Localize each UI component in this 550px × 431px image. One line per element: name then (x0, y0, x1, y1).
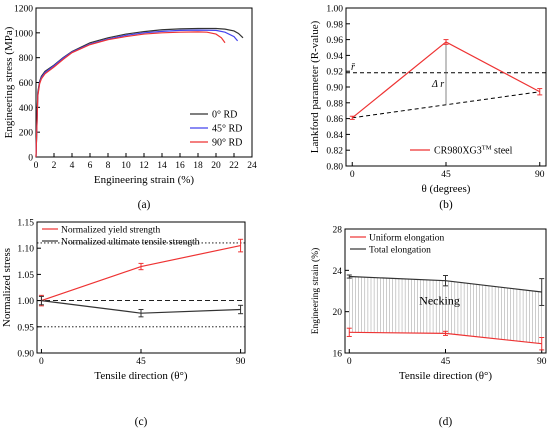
chart-b-y-tick-label: 1.00 (326, 5, 343, 15)
chart-b-x-tick-label: 90 (535, 170, 545, 180)
chart-a-x-axis-label: Engineering strain (%) (94, 174, 195, 186)
chart-a-series-line (35, 27, 244, 158)
chart-d-legend-label: Total elongation (369, 246, 431, 256)
chart-d: 0 45 90 16 20 24 28 Tensile direction (θ°) Engin… (310, 226, 547, 429)
chart-a-y-tick-label: 600 (19, 79, 34, 89)
chart-d-x-tick-label: 45 (441, 357, 451, 367)
chart-a-x-tick-label: 10 (121, 161, 131, 171)
chart-a-y-tick-label: 400 (19, 104, 34, 114)
chart-b-y-tick-label: 0.92 (326, 68, 343, 78)
chart-a-legend-label: 90° RD (212, 138, 242, 149)
chart-a-series-line (35, 31, 226, 158)
chart-a-y-axis-label: Engineering stress (MPa) (3, 26, 15, 138)
chart-a-x-tick-label: 0 (34, 161, 39, 171)
chart-a-x-tick-label: 22 (229, 161, 239, 171)
chart-a-x-tick-label: 18 (193, 161, 203, 171)
chart-c-legend-label: Normalized ultimate tensile strength (61, 238, 200, 248)
chart-c-legend-label: Normalized yield strength (61, 226, 160, 236)
chart-c-x-tick-label: 0 (39, 357, 44, 367)
chart-b-y-tick-label: 0.84 (326, 131, 343, 141)
chart-c-y-tick-label: 1.10 (17, 245, 34, 255)
chart-c-y-tick-label: 0.90 (17, 350, 34, 360)
chart-a-y-tick-label: 1000 (14, 29, 33, 39)
chart-a-frame (35, 7, 253, 158)
chart-c-y-tick-label: 0.95 (17, 323, 34, 333)
chart-a-legend-label: 45° RD (212, 124, 242, 135)
chart-b-x-tick-label: 45 (441, 170, 451, 180)
chart-b-y-tick-label: 0.94 (326, 52, 343, 62)
chart-a-y-tick-label: 800 (19, 54, 34, 64)
chart-d-x-tick-label: 90 (537, 357, 547, 367)
chart-d-x-axis-label: Tensile direction (θ°) (399, 370, 493, 382)
chart-d-y-tick-label: 28 (333, 226, 343, 236)
chart-b-y-tick-label: 0.88 (326, 99, 343, 109)
chart-d-region-label: Necking (419, 293, 460, 307)
chart-a-x-tick-label: 24 (247, 161, 257, 171)
chart-a-x-tick-label: 2 (52, 161, 57, 171)
chart-c-panel-label: (c) (135, 416, 148, 428)
chart-b-x-tick-label: 0 (350, 170, 355, 180)
chart-d-y-tick-label: 16 (333, 350, 343, 360)
chart-c-x-axis-label: Tensile direction (θ°) (94, 370, 188, 382)
chart-d-legend-label: Uniform elongation (369, 233, 444, 244)
chart-b: 0 45 90 0.80 0.82 0.84 0.86 0.88 0.90 0.92 0.94 0.9… (309, 5, 547, 211)
chart-b-rbar-label: r̄ (351, 62, 356, 73)
chart-b-legend-name: CR980XG3 (434, 146, 482, 157)
chart-c-y-tick-label: 1.15 (17, 219, 34, 229)
chart-b-panel-label: (b) (439, 199, 453, 211)
chart-c-y-axis-label: Normalized stress (1, 248, 13, 327)
chart-d-x-tick-label: 0 (347, 357, 352, 367)
chart-c-x-tick-label: 45 (136, 357, 146, 367)
chart-a-x-tick-label: 14 (157, 161, 167, 171)
chart-b-y-tick-label: 0.82 (326, 147, 343, 157)
chart-b-legend-suffix: steel (492, 146, 513, 157)
chart-d-panel-label: (d) (439, 416, 453, 428)
chart-b-y-tick-label: 0.96 (326, 36, 343, 46)
chart-c: 0 45 90 0.90 0.95 1.00 1.05 1.10 1.15 Tensile dir… (1, 219, 246, 429)
chart-b-legend-label: CR980XG3TM steel (434, 145, 513, 157)
chart-c-y-tick-label: 1.00 (17, 297, 34, 307)
chart-a-x-tick-label: 16 (175, 161, 185, 171)
chart-b-x-axis-label: θ (degrees) (422, 183, 471, 195)
chart-a-panel-label: (a) (138, 199, 151, 211)
chart-a-x-tick-label: 8 (106, 161, 111, 171)
chart-d-y-axis-label: Engineering strain (%) (310, 248, 321, 335)
chart-a-y-tick-label: 200 (19, 129, 34, 139)
chart-a-y-tick-label: 0 (28, 154, 33, 164)
chart-a: 0 2 4 6 8 10 12 14 16 18 20 22 240200400600800100012… (3, 5, 257, 212)
chart-a-x-tick-label: 4 (70, 161, 75, 171)
chart-a-y-tick-label: 1200 (14, 5, 33, 15)
chart-b-legend-sup: TM (482, 145, 492, 152)
chart-d-y-tick-label: 24 (333, 267, 343, 277)
chart-b-y-tick-label: 0.80 (326, 163, 343, 173)
chart-a-legend-label: 0° RD (212, 110, 237, 121)
chart-b-delta-label: Δ r (431, 79, 444, 90)
chart-c-y-tick-label: 1.05 (17, 271, 34, 281)
chart-b-y-tick-label: 0.98 (326, 20, 343, 30)
chart-c-x-tick-label: 90 (236, 357, 246, 367)
chart-b-y-tick-label: 0.90 (326, 84, 343, 94)
chart-a-x-tick-label: 20 (211, 161, 221, 171)
chart-b-y-axis-label: Lankford parameter (R-value) (309, 20, 321, 153)
chart-a-x-tick-label: 6 (88, 161, 93, 171)
chart-a-x-tick-label: 12 (139, 161, 149, 171)
chart-a-series-line (35, 29, 239, 158)
chart-d-y-tick-label: 20 (333, 308, 343, 318)
chart-b-y-tick-label: 0.86 (326, 115, 343, 125)
chart-c-series-line (41, 244, 241, 302)
